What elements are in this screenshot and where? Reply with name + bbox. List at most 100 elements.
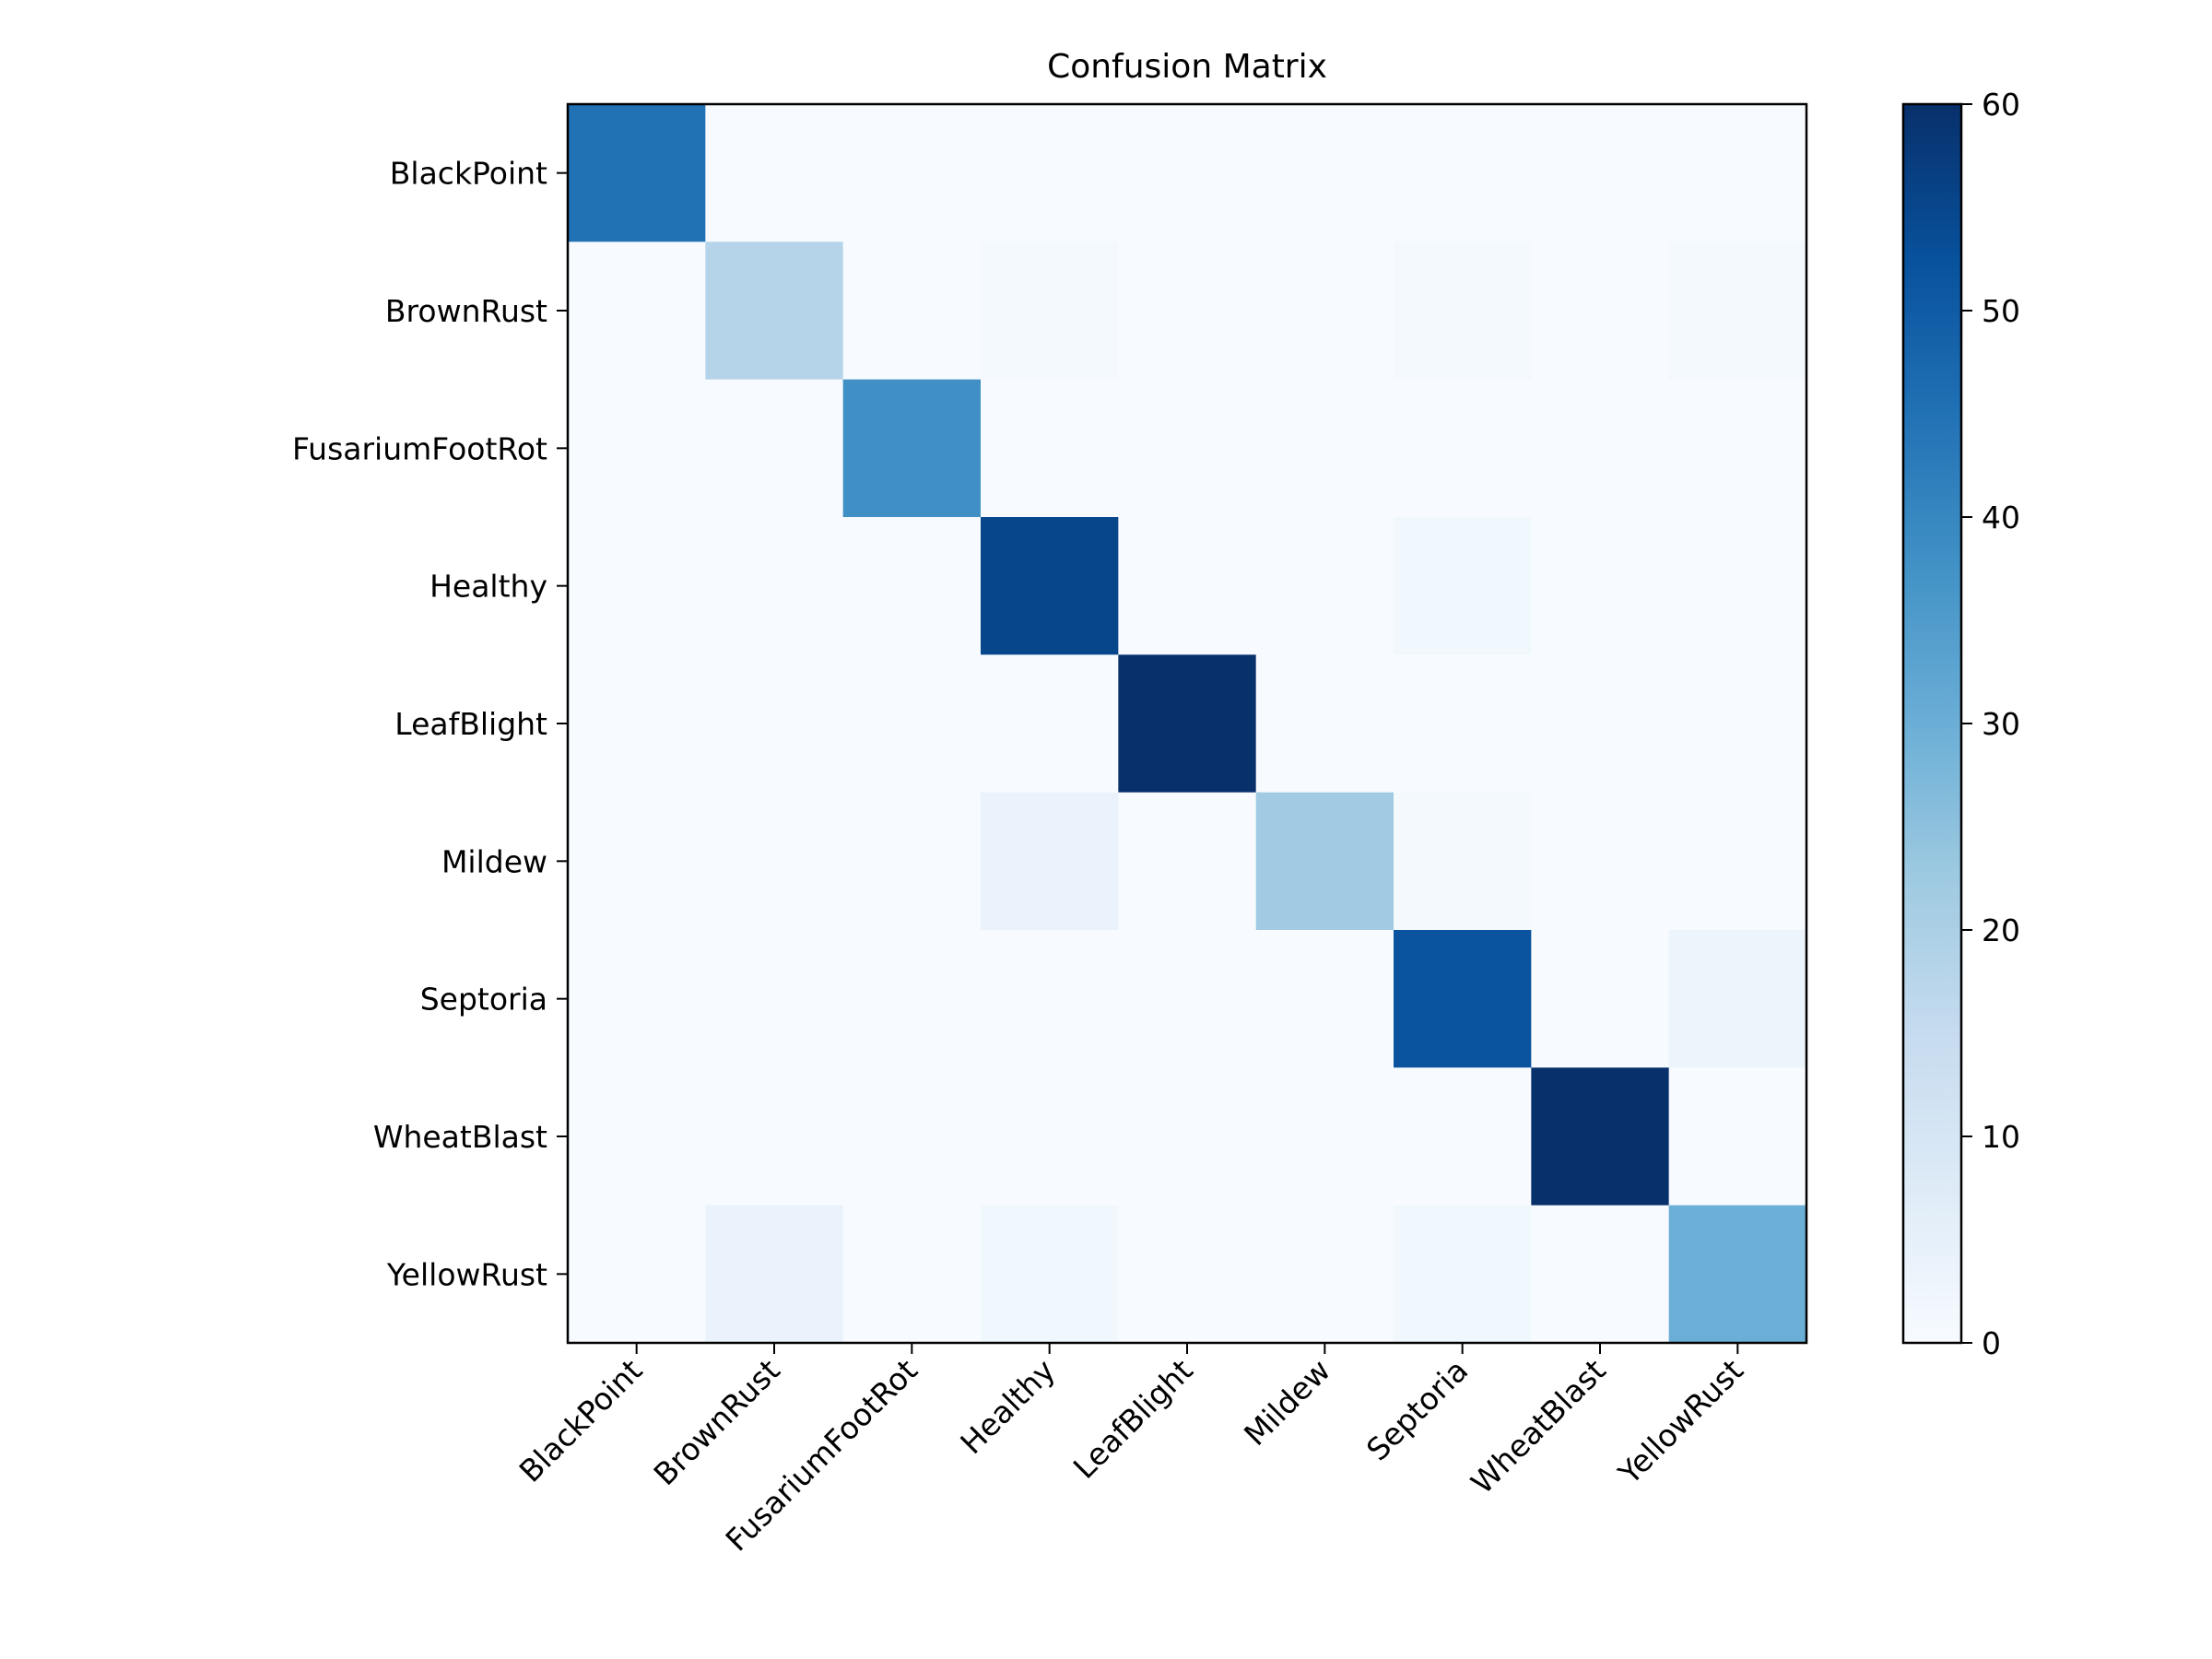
heatmap-cell	[568, 379, 706, 518]
heatmap-cell	[981, 792, 1119, 931]
heatmap-cell	[1668, 517, 1807, 655]
heatmap-cell	[568, 1205, 706, 1344]
heatmap-cell	[1394, 654, 1532, 794]
heatmap-cell	[981, 517, 1119, 655]
heatmap-cell	[1255, 241, 1394, 381]
y-tick-label: LeafBlight	[394, 706, 547, 742]
heatmap-cell	[1668, 1067, 1807, 1206]
heatmap-cell	[1668, 241, 1807, 381]
x-tick-label: BlackPoint	[512, 1352, 650, 1489]
heatmap-cell	[1394, 379, 1532, 518]
heatmap-cell	[981, 654, 1119, 794]
heatmap-cell	[842, 241, 982, 381]
y-tick-label: Healthy	[429, 569, 547, 605]
heatmap-cell	[1118, 104, 1257, 242]
y-axis: BlackPoint BrownRust FusariumFootRot Health…	[292, 156, 568, 1292]
heatmap-cell	[1394, 517, 1532, 655]
colorbar-tick-label: 0	[1982, 1325, 2001, 1361]
heatmap-cells	[568, 104, 1807, 1344]
y-tick-label: BrownRust	[385, 293, 547, 329]
heatmap-cell	[705, 379, 844, 518]
heatmap-cell	[842, 104, 982, 242]
y-tick-label: Mildew	[441, 843, 547, 879]
heatmap-cell	[1531, 1067, 1670, 1206]
heatmap-cell	[1668, 930, 1807, 1068]
x-tick-label: Mildew	[1237, 1352, 1337, 1453]
heatmap-cell	[1531, 792, 1670, 931]
heatmap-cell	[842, 517, 982, 655]
heatmap-cell	[1394, 1067, 1532, 1206]
heatmap-cell	[1118, 930, 1257, 1068]
heatmap-cell	[705, 104, 844, 242]
y-tick-label: YellowRust	[386, 1256, 547, 1292]
heatmap-cell	[568, 241, 706, 381]
heatmap-cell	[1531, 104, 1670, 242]
heatmap-cell	[1255, 654, 1394, 794]
heatmap-cell	[705, 654, 844, 794]
heatmap-cell	[981, 930, 1119, 1068]
heatmap-cell	[1118, 241, 1257, 381]
heatmap-cell	[568, 930, 706, 1068]
heatmap-cell	[1394, 104, 1532, 242]
heatmap-cell	[568, 104, 706, 242]
heatmap-cell	[1531, 379, 1670, 518]
heatmap-cell	[1531, 517, 1670, 655]
colorbar-tick-label: 40	[1982, 500, 2020, 535]
heatmap-cell	[705, 241, 844, 381]
x-tick-label: Septoria	[1359, 1352, 1475, 1467]
colorbar	[1901, 102, 1963, 1345]
y-tick-label: Septoria	[420, 982, 547, 1018]
heatmap-cell	[568, 792, 706, 931]
heatmap-cell	[981, 1067, 1119, 1206]
heatmap-cell	[842, 379, 982, 518]
x-tick-label: Healthy	[953, 1352, 1062, 1461]
heatmap-cell	[842, 1205, 982, 1344]
heatmap-cell	[1394, 241, 1532, 381]
colorbar-tick-label: 20	[1982, 912, 2020, 948]
x-tick-label: YellowRust	[1611, 1352, 1750, 1491]
x-tick-label: BrownRust	[647, 1352, 787, 1492]
heatmap-cell	[1255, 1067, 1394, 1206]
heatmap-cell	[705, 1205, 844, 1344]
heatmap-cell	[1118, 1205, 1257, 1344]
heatmap-cell	[568, 517, 706, 655]
y-tick-label: FusariumFootRot	[292, 430, 547, 466]
heatmap-cell	[1118, 1067, 1257, 1206]
colorbar-tick-label: 30	[1982, 706, 2020, 742]
heatmap-cell	[1118, 379, 1257, 518]
heatmap-cell	[981, 1205, 1119, 1344]
colorbar-tick-label: 50	[1982, 293, 2020, 329]
heatmap-cell	[1668, 104, 1807, 242]
colorbar-tick-label: 60	[1982, 87, 2020, 123]
heatmap-cell	[842, 930, 982, 1068]
heatmap-cell	[1255, 1205, 1394, 1344]
y-tick-label: BlackPoint	[390, 156, 547, 192]
heatmap-cell	[568, 654, 706, 794]
heatmap-cell	[1118, 654, 1257, 794]
heatmap-cell	[981, 241, 1119, 381]
heatmap-cell	[842, 792, 982, 931]
heatmap-cell	[1668, 654, 1807, 794]
heatmap-cell	[1531, 654, 1670, 794]
heatmap-cell	[1531, 1205, 1670, 1344]
heatmap-cell	[1255, 104, 1394, 242]
heatmap-cell	[1668, 379, 1807, 518]
heatmap-cell	[1118, 792, 1257, 931]
heatmap-cell	[705, 1067, 844, 1206]
heatmap-cell	[1394, 930, 1532, 1068]
y-tick-label: WheatBlast	[373, 1119, 547, 1155]
heatmap-cell	[981, 379, 1119, 518]
heatmap-cell	[1255, 517, 1394, 655]
heatmap-cell	[705, 930, 844, 1068]
heatmap-cell	[842, 654, 982, 794]
colorbar-tick-label: 10	[1982, 1119, 2020, 1155]
heatmap-cell	[1531, 930, 1670, 1068]
colorbar-axis: 0 10 20 30 40 50 60	[1961, 87, 2020, 1361]
heatmap-cell	[1394, 792, 1532, 931]
heatmap-cell	[1255, 792, 1394, 931]
heatmap-cell	[1255, 379, 1394, 518]
heatmap-cell	[842, 1067, 982, 1206]
heatmap-cell	[705, 792, 844, 931]
